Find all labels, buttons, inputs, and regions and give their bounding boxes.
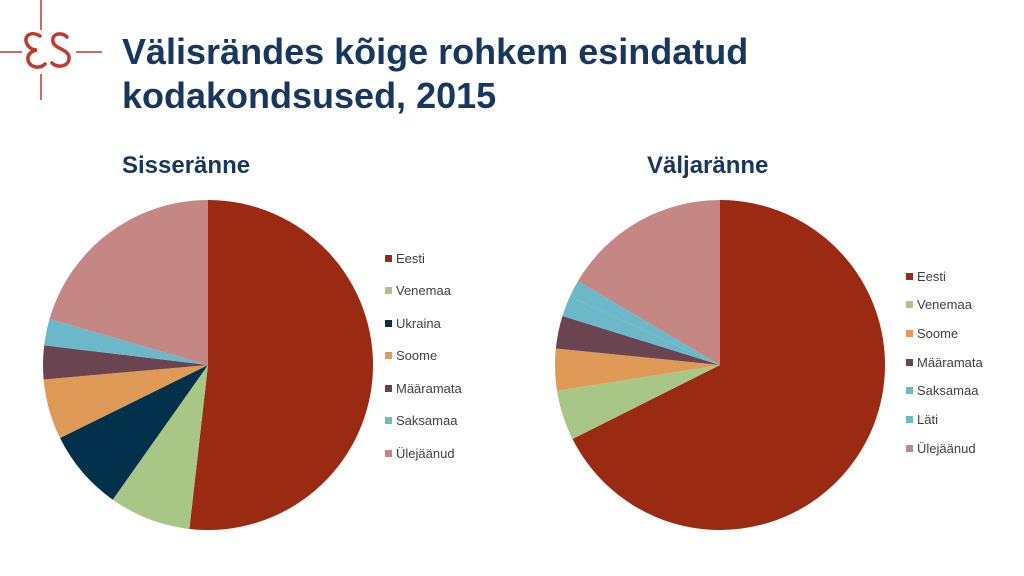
valjaranne-legend-item-lati: Läti	[906, 409, 983, 429]
valjaranne-legend-swatch-ulejaanud	[906, 444, 913, 452]
sisseranne-legend-item-maaramata: Määramata	[385, 378, 462, 398]
valjaranne-legend-swatch-maaramata	[906, 358, 913, 366]
valjaranne-legend-swatch-soome	[906, 329, 913, 337]
sisseranne-legend-item-ulejaanud: Ülejäänud	[385, 443, 462, 463]
sisseranne-legend-item-soome: Soome	[385, 346, 462, 366]
valjaranne-slice-saksamaa	[562, 296, 720, 365]
logo-s-glyph	[50, 32, 71, 68]
sisseranne-slice-soome	[43, 365, 208, 439]
sisseranne-legend-swatch-venemaa	[385, 287, 392, 294]
page-title-line-1: Välisrändes kõige rohkem esindatud	[122, 31, 749, 72]
valjaranne-slice-venemaa	[557, 365, 720, 439]
sisseranne-legend-label-saksamaa: Saksamaa	[396, 413, 458, 428]
es-logo	[0, 0, 102, 100]
valjaranne-legend-label-maaramata: Määramata	[917, 354, 983, 370]
valjaranne-legend-item-ulejaanud: Ülejäänud	[906, 438, 983, 458]
sisseranne-legend-swatch-saksamaa	[385, 417, 392, 424]
chart-title-valjaranne: Väljaränne	[647, 152, 769, 179]
sisseranne-legend-item-eesti: Eesti	[385, 248, 462, 268]
valjaranne-slice-eesti	[572, 200, 885, 530]
valjaranne-slice-lati	[569, 281, 720, 365]
valjaranne-legend-label-lati: Läti	[917, 411, 938, 427]
valjaranne-legend-label-saksamaa: Saksamaa	[917, 383, 979, 399]
valjaranne-legend-label-venemaa: Venemaa	[917, 297, 972, 313]
sisseranne-legend-swatch-ukraina	[385, 319, 392, 327]
sisseranne-legend-item-venemaa: Venemaa	[385, 281, 462, 301]
pie-chart-valjaranne	[555, 200, 885, 530]
valjaranne-legend-swatch-saksamaa	[906, 387, 913, 395]
sisseranne-legend-label-maaramata: Määramata	[396, 380, 462, 396]
sisseranne-legend-swatch-maaramata	[385, 384, 392, 392]
valjaranne-legend-label-soome: Soome	[917, 325, 959, 341]
valjaranne-legend-label-ulejaanud: Ülejäänud	[917, 440, 976, 456]
sisseranne-legend-swatch-soome	[385, 352, 392, 359]
valjaranne-slice-ulejaanud	[577, 200, 720, 365]
page-title: Välisrändes kõige rohkem esindatud kodak…	[122, 30, 982, 118]
legend-valjaranne: Eesti Venemaa Soome Määramata Saksamaa Läti Ül…	[906, 266, 983, 467]
sisseranne-legend-item-saksamaa: Saksamaa	[385, 411, 462, 431]
sisseranne-slice-ukraina	[60, 365, 208, 500]
sisseranne-legend-label-soome: Soome	[396, 348, 438, 363]
sisseranne-legend-label-ulejaanud: Ülejäänud	[396, 445, 455, 461]
sisseranne-slice-eesti	[189, 200, 373, 530]
logo-e-glyph	[24, 31, 47, 69]
valjaranne-legend-swatch-eesti	[906, 272, 913, 280]
chart-title-sisseranne: Sisseränne	[122, 152, 251, 179]
sisseranne-legend-label-eesti: Eesti	[396, 250, 425, 266]
valjaranne-legend-item-saksamaa: Saksamaa	[906, 381, 983, 401]
pie-chart-sisseranne	[42, 200, 373, 530]
valjaranne-slice-maaramata	[555, 315, 720, 365]
sisseranne-slice-maaramata	[42, 345, 208, 380]
legend-sisseranne: Eesti Venemaa Ukraina Soome Määramata Saksama…	[385, 248, 462, 476]
valjaranne-legend-item-soome: Soome	[906, 323, 983, 343]
sisseranne-legend-item-ukraina: Ukraina	[385, 313, 462, 333]
valjaranne-legend-swatch-lati	[906, 415, 913, 423]
valjaranne-legend-swatch-venemaa	[906, 301, 913, 309]
page-title-line-2: kodakondsused, 2015	[122, 75, 497, 116]
sisseranne-slice-saksamaa	[44, 318, 208, 365]
sisseranne-legend-label-venemaa: Venemaa	[396, 283, 451, 298]
sisseranne-legend-swatch-ulejaanud	[385, 449, 392, 457]
valjaranne-slice-soome	[555, 348, 720, 391]
valjaranne-legend-label-eesti: Eesti	[917, 268, 946, 284]
sisseranne-slice-venemaa	[112, 365, 208, 529]
sisseranne-legend-swatch-eesti	[385, 254, 392, 262]
sisseranne-slice-ulejaanud	[49, 200, 208, 365]
valjaranne-legend-item-maaramata: Määramata	[906, 352, 983, 372]
sisseranne-legend-label-ukraina: Ukraina	[396, 315, 441, 331]
valjaranne-legend-item-venemaa: Venemaa	[906, 295, 983, 315]
valjaranne-legend-item-eesti: Eesti	[906, 266, 983, 286]
